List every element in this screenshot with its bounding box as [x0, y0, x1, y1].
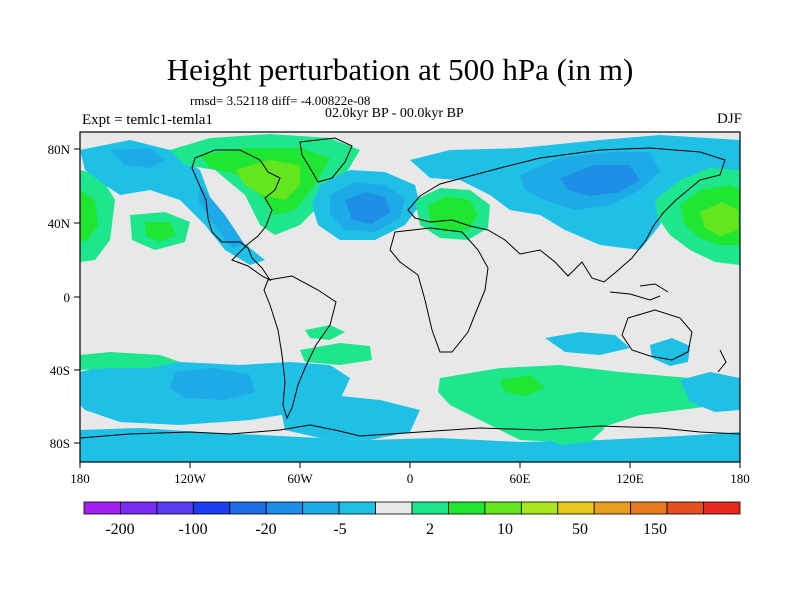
coast-greenland — [299, 137, 353, 183]
lat-tick-label: 40S — [50, 363, 70, 378]
contour-north-pacific-negative — [80, 140, 265, 265]
contour-antarctic-negative — [80, 428, 740, 462]
colorbar-level-label: -20 — [255, 521, 276, 538]
contour-north-america-positive-3 — [235, 160, 300, 200]
lon-tick-label: 120W — [174, 471, 207, 486]
contour-south-pacific-positive-2 — [300, 343, 372, 365]
colorbar-swatch — [666, 501, 704, 515]
colorbar-swatch — [83, 501, 121, 515]
experiment-label: Expt = temlc1-temla1 — [82, 112, 213, 128]
stats-line: rmsd= 3.52118 diff= -4.00822e-08 — [190, 93, 371, 108]
contour-north-pacific-negative-3 — [198, 185, 245, 248]
lat-tick-label: 80N — [48, 142, 71, 157]
colorbar-swatch — [229, 501, 267, 515]
colorbar-level-label: -200 — [105, 521, 134, 538]
coast-new-zealand — [717, 349, 727, 373]
coast-australia — [621, 309, 693, 361]
contour-west-pacific-positive — [80, 170, 115, 262]
colorbar-swatch — [557, 501, 595, 515]
colorbar-level-label: -5 — [333, 521, 346, 538]
lat-tick-label: 80S — [50, 436, 70, 451]
lon-tick-label: 120E — [616, 471, 644, 486]
contour-south-pacific-positive — [80, 352, 180, 370]
contour-pacific-positive-core — [145, 222, 176, 242]
contour-east-asia-positive-3 — [700, 202, 738, 236]
coast-africa — [389, 227, 489, 353]
colorbar-swatch — [156, 501, 194, 515]
lon-tick-label: 180 — [730, 471, 750, 486]
contour-australia-negative — [650, 338, 690, 366]
contour-north-pacific-negative-2 — [110, 148, 165, 168]
colorbar-swatch — [703, 501, 741, 515]
contour-south-indian-negative — [545, 332, 630, 355]
contour-west-pacific-positive-core — [80, 190, 98, 242]
coast-maritime-continent — [609, 283, 669, 301]
colorbar-swatch — [593, 501, 632, 515]
colorbar-swatch — [265, 501, 304, 515]
lon-tick-label: 0 — [407, 471, 414, 486]
season-label: DJF — [716, 111, 742, 127]
coast-antarctica — [80, 424, 740, 439]
colorbar-swatch — [520, 501, 559, 515]
contour-north-atlantic-negative-3 — [345, 192, 390, 224]
contour-south-pacific-east-negative — [680, 372, 740, 412]
colorbar-swatch — [302, 501, 340, 515]
colorbar-level-label: 150 — [643, 521, 667, 538]
colorbar-swatch — [448, 501, 486, 515]
contour-europe-positive-2 — [428, 196, 478, 232]
colorbar-swatch — [630, 501, 668, 515]
coastlines — [80, 137, 740, 439]
coast-north-america — [191, 149, 281, 282]
colorbar-swatch — [338, 501, 376, 515]
colorbar-swatch — [375, 501, 413, 515]
coast-south-america — [263, 275, 337, 420]
colorbar-swatch — [120, 501, 158, 515]
colorbar-level-label: 2 — [426, 521, 434, 538]
colorbar — [83, 501, 741, 515]
colorbar-swatch — [192, 501, 231, 515]
colorbar-level-label: -100 — [178, 521, 207, 538]
axis-ticks — [74, 148, 741, 468]
colorbar-labels: -200 -100 -20 -5 2 10 50 150 — [105, 521, 667, 538]
contour-field — [80, 134, 740, 462]
lon-tick-label: 180 — [70, 471, 90, 486]
chart-title: Height perturbation at 500 hPa (in m) — [166, 52, 634, 87]
contour-south-atlantic-negative — [280, 395, 420, 440]
lat-tick-label: 0 — [64, 290, 71, 305]
contour-indian-ocean-positive-2 — [500, 375, 545, 396]
colorbar-level-label: 10 — [497, 521, 513, 538]
colorbar-swatch — [411, 501, 449, 515]
lat-tick-label: 40N — [48, 216, 71, 231]
lon-tick-label: 60E — [510, 471, 531, 486]
coast-eurasia — [407, 147, 726, 283]
colorbar-level-label: 50 — [572, 521, 588, 538]
contour-eurasia-negative-3 — [560, 165, 640, 196]
lon-tick-label: 60W — [287, 471, 313, 486]
contour-southern-ocean-negative-west-2 — [170, 368, 255, 400]
time-span: 02.0kyr BP - 00.0kyr BP — [325, 106, 464, 121]
colorbar-swatch — [484, 501, 522, 515]
